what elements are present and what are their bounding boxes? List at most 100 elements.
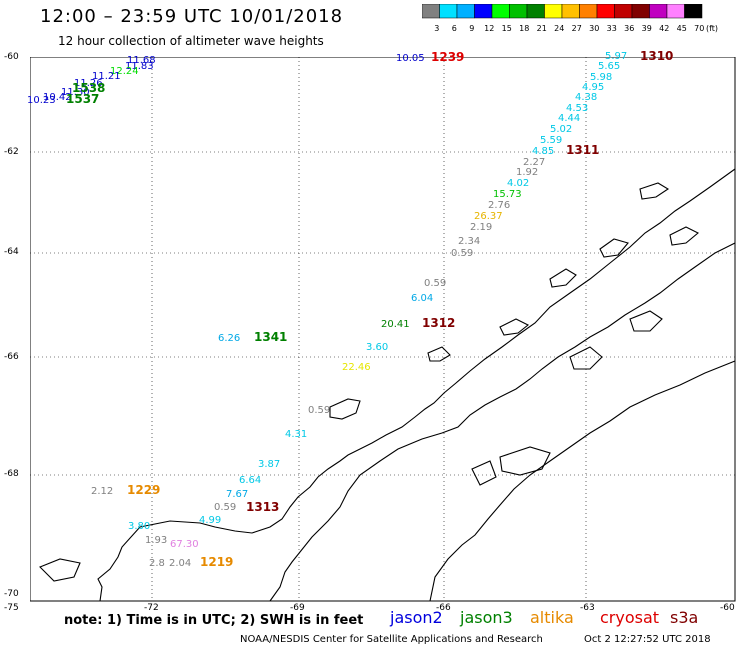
wave-height-value: 6.26 bbox=[218, 333, 241, 344]
lat-label: -68 bbox=[4, 469, 19, 479]
wave-height-value: 5.02 bbox=[550, 124, 573, 135]
legend-label: 21 bbox=[537, 24, 547, 33]
coastline bbox=[39, 168, 736, 602]
legend-label: 70 bbox=[694, 24, 704, 33]
wave-height-value: 10.23 bbox=[27, 95, 56, 106]
page-subtitle: 12 hour collection of altimeter wave hei… bbox=[58, 34, 324, 48]
lon-label: -72 bbox=[144, 603, 159, 613]
lat-label: -64 bbox=[4, 247, 19, 257]
pass-time-label: 1239 bbox=[431, 50, 465, 64]
wave-height-value: 0.59 bbox=[214, 502, 237, 513]
wave-height-value: 11.83 bbox=[125, 61, 154, 72]
wave-height-value: 0.59 bbox=[308, 405, 331, 416]
wave-height-value: 3.87 bbox=[258, 459, 281, 470]
wave-height-value: 4.95 bbox=[582, 82, 605, 93]
legend-swatch bbox=[526, 4, 545, 19]
wave-height-value: 2.27 bbox=[523, 157, 546, 168]
pass-time-label: 1313 bbox=[246, 500, 280, 514]
map-border bbox=[30, 57, 736, 602]
wave-height-value: 22.46 bbox=[342, 362, 371, 373]
color-legend: 3 6 9 12 15 18 21 24 27 30 33 36 39 42 45 70 (ft) bbox=[422, 4, 718, 33]
wave-height-value: 3.80 bbox=[128, 521, 151, 532]
legend-swatch bbox=[491, 4, 510, 19]
wave-height-value: 6.64 bbox=[239, 475, 262, 486]
legend-label: 42 bbox=[659, 24, 669, 33]
satellite-name-s3a: s3a bbox=[670, 608, 699, 627]
satellite-name-cryosat: cryosat bbox=[600, 608, 660, 627]
legend-swatch bbox=[596, 4, 615, 19]
legend-swatch bbox=[439, 4, 458, 19]
legend-unit: (ft) bbox=[706, 24, 718, 33]
legend-label: 45 bbox=[677, 24, 687, 33]
pass-time-label: 1538 bbox=[72, 81, 106, 95]
satellite-name-jason2: jason2 bbox=[390, 608, 443, 627]
wave-height-value: 4.53 bbox=[566, 103, 589, 114]
legend-swatch bbox=[579, 4, 598, 19]
pass-time-label: 1312 bbox=[422, 316, 456, 330]
wave-height-value: 4.38 bbox=[575, 92, 598, 103]
satellite-name-altika: altika bbox=[530, 608, 574, 627]
wave-height-value: 67.30 bbox=[170, 539, 199, 550]
pass-time-label: 1229 bbox=[127, 483, 161, 497]
wave-height-value: 2.04 bbox=[169, 558, 192, 569]
wave-height-value: 1.93 bbox=[145, 535, 168, 546]
wave-height-value: 11.26 bbox=[74, 78, 103, 89]
wave-height-value: 2.34 bbox=[458, 236, 481, 247]
legend-swatch bbox=[544, 4, 563, 19]
legend-swatch bbox=[474, 4, 493, 19]
wave-height-value: 5.59 bbox=[540, 135, 563, 146]
wave-height-value: 15.73 bbox=[493, 189, 522, 200]
wave-height-value: 11.21 bbox=[92, 71, 121, 82]
map-frame bbox=[30, 57, 736, 602]
wave-height-value: 4.31 bbox=[285, 429, 308, 440]
wave-height-value: 11.30 bbox=[61, 87, 90, 98]
wave-height-value: 11.68 bbox=[127, 55, 156, 66]
legend-swatch bbox=[649, 4, 668, 19]
pass-time-label: 1537 bbox=[66, 92, 100, 106]
wave-height-value: 2.19 bbox=[470, 222, 493, 233]
legend-label: 3 bbox=[434, 24, 439, 33]
legend-label: 36 bbox=[624, 24, 634, 33]
legend-label: 33 bbox=[607, 24, 617, 33]
pass-time-label: 1310 bbox=[640, 49, 674, 63]
legend-label: 24 bbox=[554, 24, 564, 33]
wave-height-value: 4.85 bbox=[532, 146, 555, 157]
credit-text: NOAA/NESDIS Center for Satellite Applica… bbox=[240, 634, 543, 645]
wave-height-value: 12.24 bbox=[110, 66, 139, 77]
legend-label: 18 bbox=[519, 24, 529, 33]
wave-height-value: 10.05 bbox=[396, 53, 425, 64]
wave-height-value: 7.67 bbox=[226, 489, 249, 500]
legend-label: 30 bbox=[589, 24, 599, 33]
lon-label: -66 bbox=[436, 603, 451, 613]
legend-label: 6 bbox=[452, 24, 457, 33]
wave-height-value: 5.97 bbox=[605, 51, 628, 62]
lon-label: -75 bbox=[4, 603, 19, 613]
legend-label: 15 bbox=[502, 24, 512, 33]
wave-height-value: 2.8 bbox=[149, 558, 165, 569]
legend-label: 9 bbox=[469, 24, 474, 33]
legend-swatch bbox=[684, 4, 703, 19]
legend-swatch bbox=[631, 4, 650, 19]
wave-height-value: 10.42 bbox=[43, 92, 72, 103]
satellite-name-jason3: jason3 bbox=[460, 608, 513, 627]
wave-height-value: 5.65 bbox=[598, 61, 621, 72]
legend-label: 39 bbox=[642, 24, 652, 33]
lat-label: -60 bbox=[4, 52, 19, 62]
page-title: 12:00 – 23:59 UTC 10/01/2018 bbox=[40, 6, 344, 27]
wave-height-value: 5.98 bbox=[590, 72, 613, 83]
wave-height-value: 4.02 bbox=[507, 178, 530, 189]
legend-swatch bbox=[422, 4, 440, 19]
pass-time-label: 1219 bbox=[200, 555, 234, 569]
wave-height-value: 4.44 bbox=[558, 113, 581, 124]
legend-swatch bbox=[666, 4, 685, 19]
wave-height-value: 0.59 bbox=[424, 278, 447, 289]
legend-label: 27 bbox=[572, 24, 582, 33]
wave-height-value: 0.59 bbox=[451, 248, 474, 259]
footer-note: note: 1) Time is in UTC; 2) SWH is in fe… bbox=[64, 613, 364, 628]
wave-height-value: 4.99 bbox=[199, 515, 222, 526]
wave-height-value: 2.76 bbox=[488, 200, 511, 211]
pass-time-label: 1341 bbox=[254, 330, 288, 344]
grid-lines bbox=[30, 57, 735, 601]
legend-label: 12 bbox=[484, 24, 494, 33]
wave-height-value: 3.60 bbox=[366, 342, 389, 353]
